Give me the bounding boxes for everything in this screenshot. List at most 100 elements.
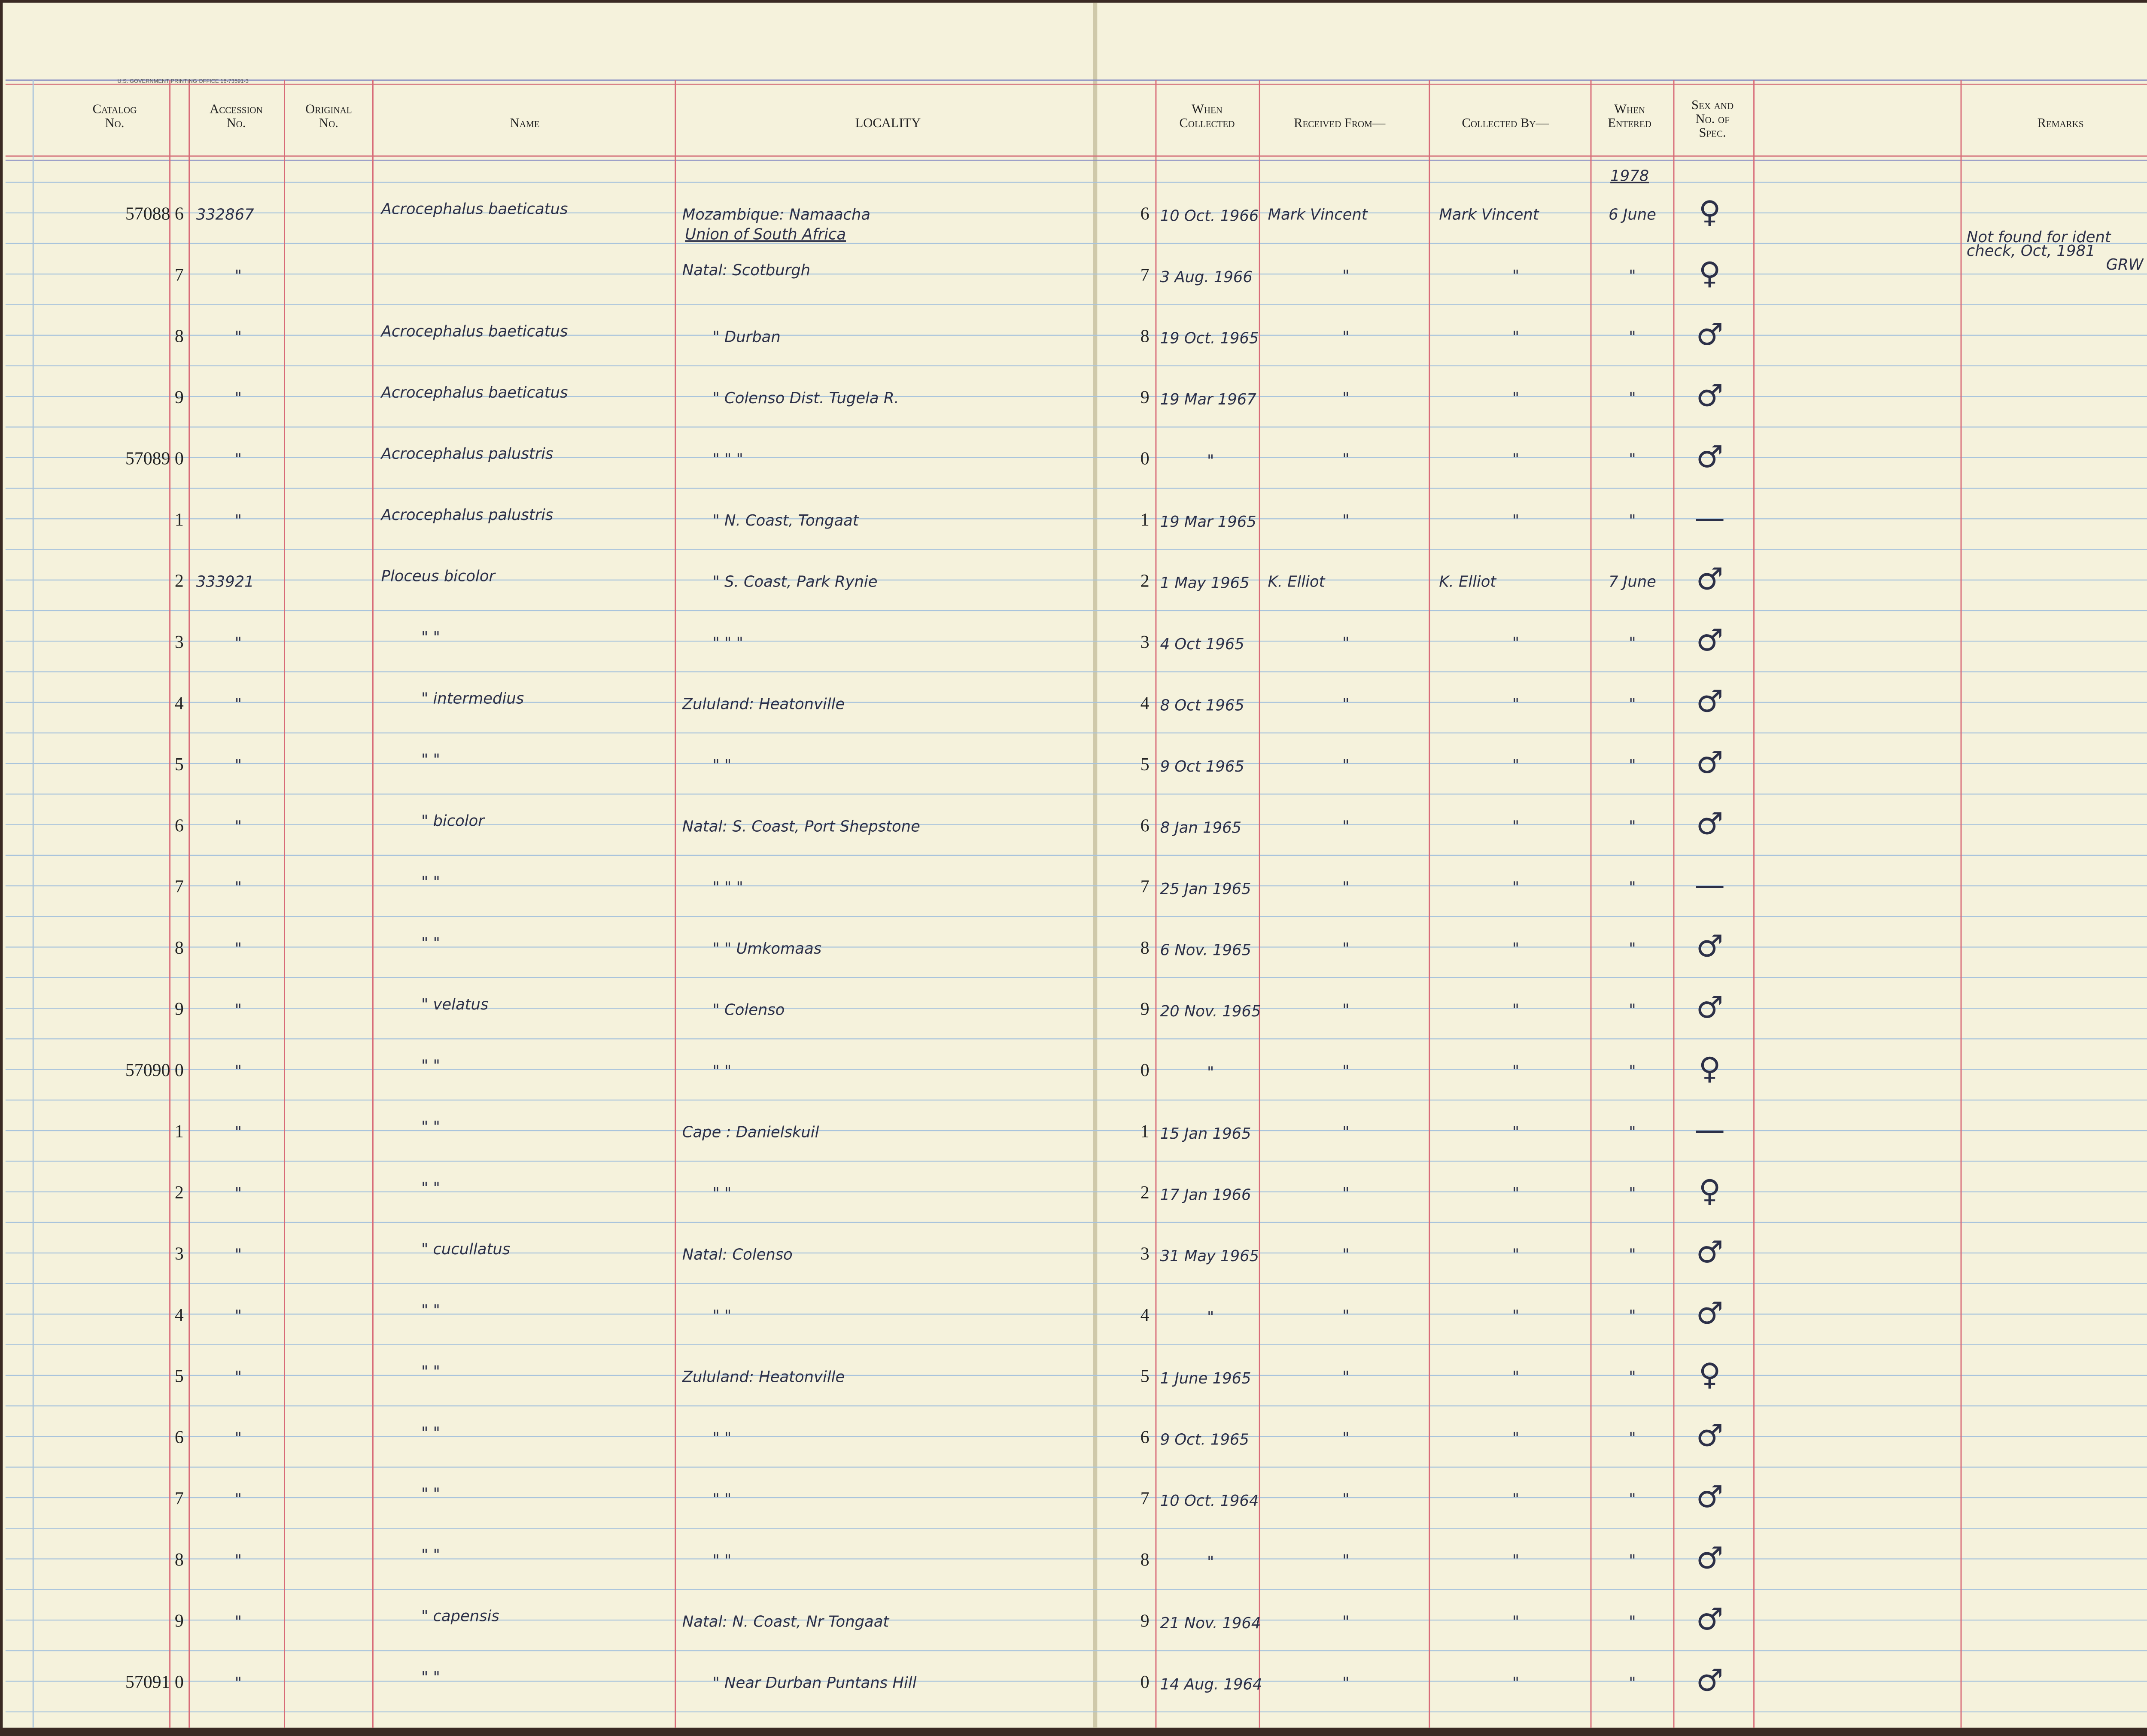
- collected-by: ": [1512, 879, 1519, 897]
- locality: " Colenso: [713, 1001, 785, 1019]
- catalog-no: 9: [175, 1000, 184, 1019]
- collected-by: ": [1512, 1491, 1519, 1508]
- sex: ♂: [1696, 439, 1723, 474]
- locality: " Durban: [713, 328, 781, 346]
- species-name: Acrocephalus palustris: [380, 506, 553, 524]
- when-collected: 8 Jan 1965: [1160, 819, 1241, 836]
- species-name: " ": [421, 1118, 440, 1136]
- when-entered: ": [1629, 328, 1636, 346]
- column-header: When Collected: [1180, 102, 1235, 130]
- when-entered: ": [1629, 267, 1636, 285]
- accession-no: ": [235, 1246, 242, 1264]
- column-header: Catalog No.: [93, 102, 137, 130]
- sex: ♂: [1696, 377, 1723, 413]
- day-digit: 4: [1140, 693, 1150, 713]
- species-name: Acrocephalus baeticatus: [380, 323, 568, 341]
- accession-no: ": [235, 818, 242, 835]
- when-collected: ": [1207, 1553, 1214, 1571]
- catalog-no: 1: [175, 510, 184, 530]
- locality: " ": [713, 1491, 732, 1508]
- when-entered: ": [1629, 1185, 1636, 1202]
- accession-no: ": [235, 1613, 242, 1631]
- day-digit: 9: [1140, 388, 1150, 407]
- catalog-no: 57089 0: [125, 449, 184, 468]
- when-collected: 15 Jan 1965: [1160, 1125, 1251, 1143]
- when-collected: 19 Mar 1965: [1160, 513, 1256, 531]
- accession-no: ": [235, 695, 242, 713]
- received-from: ": [1342, 879, 1349, 897]
- sex: ♂: [1696, 1418, 1723, 1453]
- day-digit: 4: [1140, 1305, 1150, 1325]
- received-from: ": [1342, 1001, 1349, 1019]
- day-digit: 7: [1140, 1489, 1150, 1509]
- locality: Zululand: Heatonville: [682, 695, 845, 713]
- received-from: Mark Vincent: [1268, 206, 1368, 223]
- entered-year: 1978: [1610, 167, 1649, 185]
- when-entered: ": [1629, 695, 1636, 713]
- catalog-no: 2: [175, 571, 184, 591]
- locality: " ": [713, 757, 732, 774]
- accession-no: ": [235, 634, 242, 652]
- day-digit: 0: [1140, 1672, 1150, 1692]
- received-from: ": [1342, 1491, 1349, 1508]
- received-from: ": [1342, 1613, 1349, 1631]
- sex: ♂: [1696, 1479, 1723, 1514]
- sex: ♂: [1696, 745, 1723, 780]
- day-digit: 6: [1140, 204, 1150, 224]
- received-from: K. Elliot: [1268, 573, 1325, 590]
- when-collected: 10 Oct. 1966: [1160, 207, 1259, 225]
- locality: Natal: S. Coast, Port Shepstone: [682, 818, 920, 835]
- when-entered: ": [1629, 940, 1636, 958]
- when-entered: ": [1629, 389, 1636, 407]
- when-entered: ": [1629, 1674, 1636, 1692]
- sex: ♂: [1696, 806, 1723, 842]
- column-header: LOCALITY: [855, 116, 921, 130]
- locality: " ": [713, 1307, 732, 1325]
- species-name: " cucullatus: [421, 1240, 510, 1258]
- when-entered: 6 June: [1609, 206, 1656, 223]
- collected-by: ": [1512, 512, 1519, 529]
- accession-no: ": [235, 1124, 242, 1141]
- collected-by: ": [1512, 1246, 1519, 1264]
- when-entered: ": [1629, 1062, 1636, 1080]
- species-name: " bicolor: [421, 812, 485, 830]
- when-collected: 25 Jan 1965: [1160, 880, 1251, 898]
- locality: " S. Coast, Park Rynie: [713, 573, 878, 590]
- when-entered: ": [1629, 450, 1636, 468]
- collected-by: ": [1512, 1062, 1519, 1080]
- sex: ♀: [1699, 1051, 1721, 1086]
- locality: Natal: Colenso: [682, 1246, 793, 1264]
- catalog-no: 4: [175, 693, 184, 713]
- sex: ♂: [1696, 1540, 1723, 1576]
- when-collected: 3 Aug. 1966: [1160, 268, 1253, 286]
- accession-no: 332867: [196, 206, 254, 223]
- when-entered: ": [1629, 879, 1636, 897]
- when-collected: 8 Oct 1965: [1160, 697, 1244, 714]
- species-name: Acrocephalus baeticatus: [380, 201, 568, 218]
- paper: [3, 3, 2147, 1728]
- locality: " " ": [713, 879, 743, 897]
- day-digit: 6: [1140, 1428, 1150, 1447]
- accession-no: ": [235, 1368, 242, 1386]
- remark: GRW: [2106, 256, 2144, 274]
- when-entered: ": [1629, 1246, 1636, 1264]
- sex: ♂: [1696, 989, 1723, 1025]
- species-name: " ": [421, 1424, 440, 1441]
- catalog-no: 5: [175, 755, 184, 775]
- catalog-no: 7: [175, 1489, 184, 1509]
- accession-no: ": [235, 757, 242, 774]
- rulings: [5, 79, 2147, 1728]
- locality: Mozambique: Namaacha: [682, 206, 870, 223]
- when-entered: ": [1629, 1491, 1636, 1508]
- catalog-no: 5: [175, 1367, 184, 1386]
- collected-by: ": [1512, 1674, 1519, 1692]
- when-collected: 31 May 1965: [1160, 1247, 1259, 1265]
- locality: Natal: Scotburgh: [682, 261, 810, 279]
- species-name: Acrocephalus baeticatus: [380, 384, 568, 401]
- catalog-no: 4: [175, 1305, 184, 1325]
- accession-no: ": [235, 1001, 242, 1019]
- when-collected: ": [1207, 1308, 1214, 1326]
- day-digit: 8: [1140, 1550, 1150, 1570]
- received-from: ": [1342, 818, 1349, 835]
- locality: " ": [713, 1552, 732, 1569]
